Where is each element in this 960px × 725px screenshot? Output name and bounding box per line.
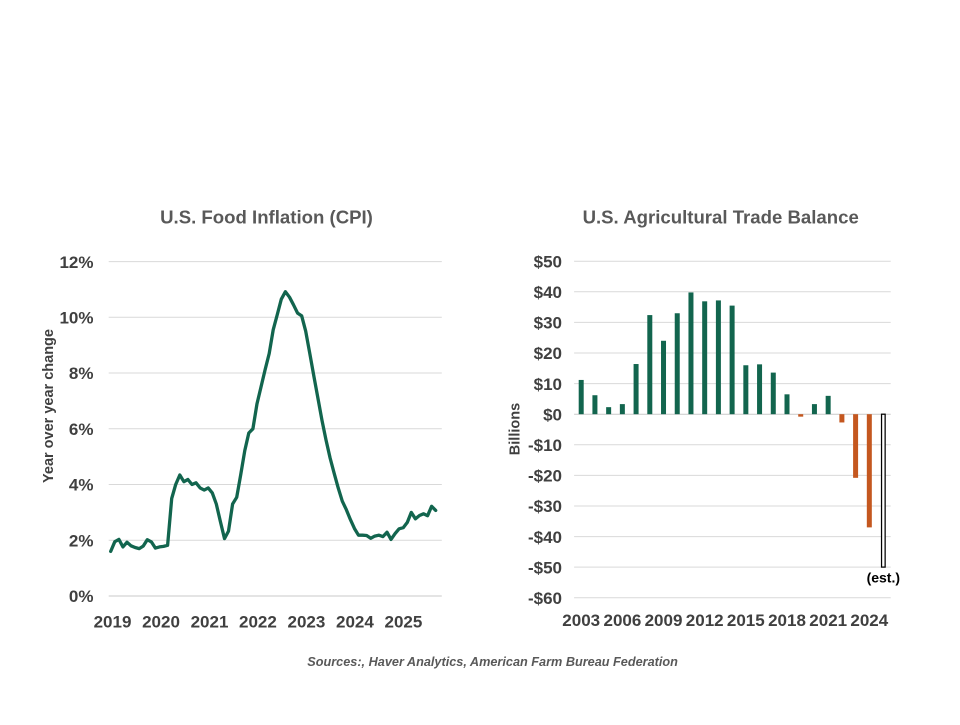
svg-text:2%: 2% [69, 532, 94, 551]
svg-text:-$60: -$60 [528, 589, 562, 608]
svg-text:2021: 2021 [809, 611, 847, 630]
svg-text:-$20: -$20 [528, 467, 562, 486]
svg-text:0%: 0% [69, 587, 94, 606]
svg-text:2006: 2006 [603, 611, 641, 630]
svg-text:-$50: -$50 [528, 558, 562, 577]
svg-text:$10: $10 [534, 375, 562, 394]
svg-text:2019: 2019 [94, 613, 132, 632]
svg-text:-$40: -$40 [528, 528, 562, 547]
svg-text:2024: 2024 [336, 613, 374, 632]
svg-text:2024: 2024 [850, 611, 888, 630]
svg-text:U.S. Agricultural Trade Balanc: U.S. Agricultural Trade Balance [583, 207, 859, 228]
svg-text:Billions: Billions [508, 403, 524, 455]
svg-text:Sources:, Haver Analytics, Ame: Sources:, Haver Analytics, American Farm… [307, 655, 678, 669]
svg-text:2009: 2009 [645, 611, 683, 630]
svg-text:2020: 2020 [142, 613, 180, 632]
svg-text:4%: 4% [69, 476, 94, 495]
svg-text:2023: 2023 [287, 613, 325, 632]
svg-text:2003: 2003 [562, 611, 600, 630]
svg-text:10%: 10% [59, 309, 93, 328]
svg-text:U.S. Food Inflation (CPI): U.S. Food Inflation (CPI) [160, 207, 373, 228]
svg-text:Year over year change: Year over year change [41, 329, 57, 483]
svg-text:$40: $40 [534, 283, 562, 302]
svg-text:(est.): (est.) [867, 570, 900, 586]
svg-text:2025: 2025 [384, 613, 422, 632]
svg-text:$30: $30 [534, 314, 562, 333]
svg-text:$50: $50 [534, 252, 562, 271]
svg-text:2015: 2015 [727, 611, 765, 630]
svg-text:2012: 2012 [686, 611, 724, 630]
svg-text:6%: 6% [69, 420, 94, 439]
svg-text:$20: $20 [534, 344, 562, 363]
svg-text:8%: 8% [69, 364, 94, 383]
svg-text:2018: 2018 [768, 611, 806, 630]
svg-text:12%: 12% [59, 253, 93, 272]
svg-text:-$10: -$10 [528, 436, 562, 455]
svg-text:-$30: -$30 [528, 497, 562, 516]
svg-text:2022: 2022 [239, 613, 277, 632]
svg-text:2021: 2021 [191, 613, 229, 632]
svg-text:$0: $0 [543, 405, 562, 424]
